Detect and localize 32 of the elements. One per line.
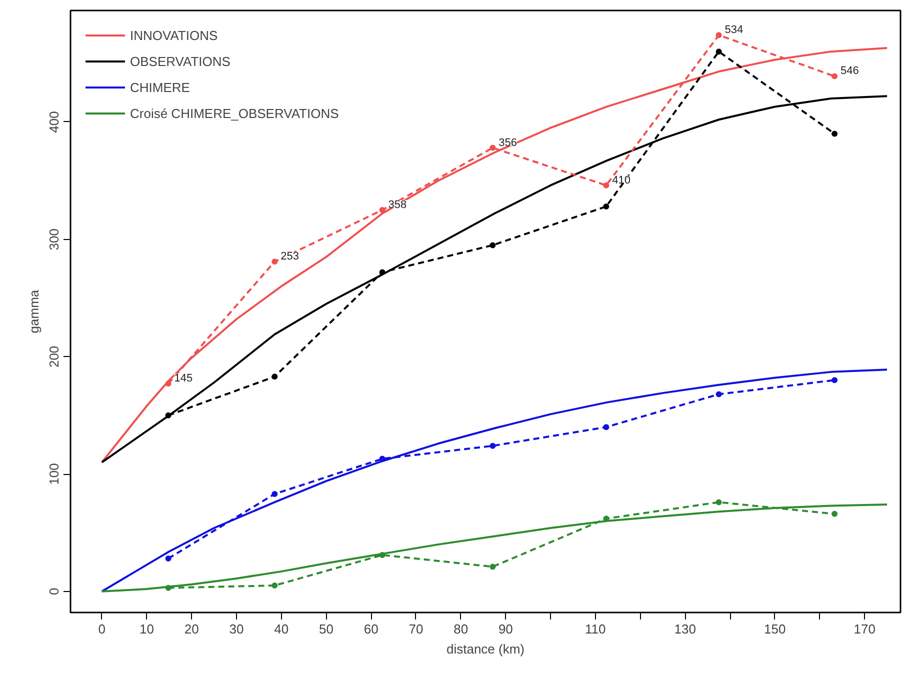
y-tick-label: 400 (46, 111, 62, 133)
x-tick-label: 20 (184, 622, 199, 636)
annotation: 358 (388, 198, 407, 211)
x-axis-title: distance (km) (446, 642, 525, 656)
x-tick-label: 50 (319, 622, 334, 636)
annotation: 534 (724, 24, 744, 36)
x-tick-label: 30 (229, 622, 244, 636)
annotation: 356 (498, 136, 518, 149)
annotation: 253 (280, 250, 299, 263)
x-tick-label: 80 (454, 622, 468, 636)
x-tick-label: 10 (140, 622, 154, 636)
x-tick-label: 0 (98, 622, 106, 636)
y-tick-label: 200 (46, 346, 62, 368)
annotation: 145 (174, 372, 193, 385)
y-axis-title: gamma (26, 289, 42, 334)
legend-label: CHIMERE (130, 80, 190, 94)
y-tick-label: 300 (46, 228, 62, 250)
x-tick-label: 110 (585, 622, 606, 636)
y-tick-label: 100 (46, 463, 62, 485)
y-tick-label: 0 (46, 588, 62, 595)
x-tick-label: 130 (674, 622, 696, 636)
x-tick-label: 70 (408, 622, 424, 636)
x-tick-label: 170 (854, 622, 876, 636)
x-tick-label: 40 (274, 622, 289, 636)
annotation: 410 (612, 174, 631, 186)
legend-label: Croisé CHIMERE_OBSERVATIONS (130, 106, 339, 120)
x-tick-label: 90 (498, 622, 513, 636)
x-tick-label: 150 (764, 622, 786, 636)
annotation: 546 (840, 65, 859, 78)
x-tick-label: 60 (364, 622, 378, 636)
legend-label: OBSERVATIONS (130, 54, 230, 68)
legend-label: INNOVATIONS (130, 28, 218, 42)
